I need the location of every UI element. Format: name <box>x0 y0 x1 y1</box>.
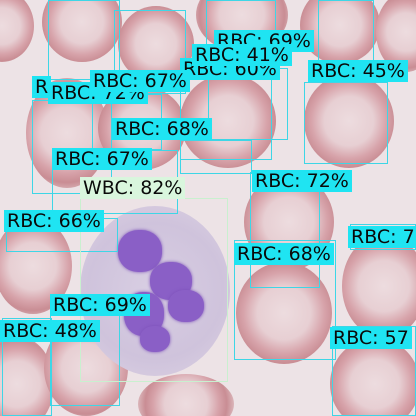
rbc-detection-box <box>304 82 388 164</box>
detection-label: RBC: 69% <box>50 294 150 316</box>
detection-label: RBC: 67% <box>90 70 190 92</box>
red-blood-cell <box>0 0 34 62</box>
rbc-detection-box <box>48 0 120 80</box>
detection-label-wbc: WBC: 82% <box>80 177 186 199</box>
detection-label: R <box>32 76 52 98</box>
rbc-detection-box <box>114 10 186 94</box>
red-blood-cell <box>42 0 122 62</box>
wbc-nucleus-lobe <box>168 290 204 322</box>
detection-label: RBC: 7 <box>348 226 416 248</box>
detection-label: RBC: 45% <box>308 60 408 82</box>
detection-label: RBC: 68% <box>112 118 212 140</box>
wbc-nucleus-lobe <box>118 230 162 272</box>
red-blood-cell <box>236 262 332 364</box>
wbc-nucleus-lobe <box>140 326 170 352</box>
detection-label: RBC: 66% <box>4 210 104 232</box>
red-blood-cell <box>304 74 394 168</box>
red-blood-cell <box>330 338 416 416</box>
rbc-detection-box <box>234 240 336 360</box>
detection-label: RBC: 48% <box>0 320 100 342</box>
detection-label: RBC: 68% <box>234 243 334 265</box>
detection-label: RBC: 72% <box>252 170 352 192</box>
detection-label: RBC: 67% <box>52 148 152 170</box>
detection-label: RBC: 57 <box>330 327 412 349</box>
rbc-detection-box <box>180 140 252 174</box>
detection-label: RBC: 41% <box>192 44 292 66</box>
red-blood-cell <box>342 234 416 338</box>
